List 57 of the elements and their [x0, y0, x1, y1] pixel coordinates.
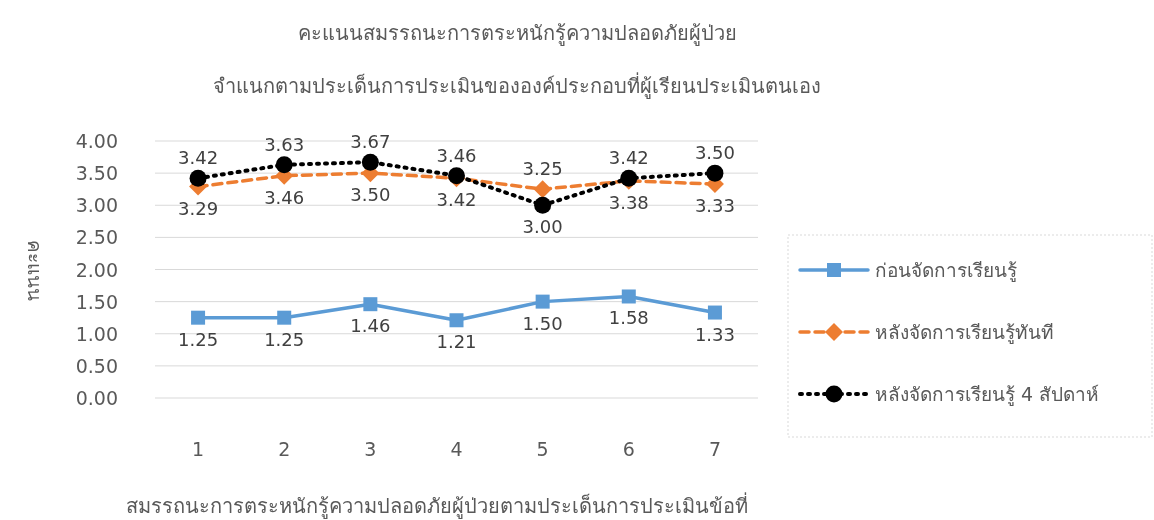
x-tick-label: 5 [536, 438, 549, 460]
legend-label: หลังจัดการเรียนรู้ทันที [875, 321, 1054, 344]
legend-label: ก่อนจัดการเรียนรู้ [875, 259, 1017, 282]
y-tick-label: 0.00 [75, 387, 118, 409]
point [707, 305, 722, 320]
chart-subtitle: จำแนกตามประเด็นการประเมินขององค์ประกอบที่ผู้เรียนประเมินตนเอง [213, 72, 821, 99]
data-label: 3.25 [522, 158, 563, 180]
data-label: 3.67 [350, 131, 391, 153]
data-label: 3.42 [436, 189, 477, 211]
point [277, 310, 292, 325]
x-tick-label: 1 [192, 438, 205, 460]
point [621, 289, 636, 304]
y-tick-label: 3.00 [75, 194, 118, 217]
point [535, 294, 550, 309]
point [534, 196, 552, 214]
data-label: 1.50 [522, 312, 563, 334]
point [706, 164, 724, 182]
y-tick-label: 4.00 [75, 130, 118, 152]
point [449, 313, 464, 328]
data-label: 3.46 [436, 144, 477, 166]
point [361, 153, 379, 171]
data-label: 3.38 [608, 191, 649, 213]
x-tick-label: 4 [450, 438, 463, 460]
x-tick-label: 7 [708, 438, 721, 460]
data-label: 3.50 [350, 184, 391, 206]
data-label: 1.46 [350, 315, 391, 337]
data-label: 1.25 [178, 328, 219, 350]
chart-title: คะแนนสมรรถนะการตระหนักรู้ความปลอดภัยผู้ป่วย [297, 21, 737, 46]
data-label: 1.21 [436, 331, 477, 353]
data-label: 3.50 [694, 142, 735, 164]
x-tick-label: 2 [278, 438, 291, 460]
data-label: 3.42 [608, 147, 649, 169]
x-tick-label: 3 [364, 438, 377, 460]
x-axis-title: สมรรถนะการตระหนักรู้ความปลอดภัยผู้ป่วยตามประเด็นการประเมินข้อที่ [126, 492, 748, 519]
point [533, 180, 552, 199]
y-tick-label: 2.50 [75, 226, 118, 249]
point [363, 297, 378, 312]
data-label: 1.33 [694, 323, 735, 345]
y-axis-title: คะแนน [24, 239, 46, 301]
data-label: 3.63 [264, 133, 305, 155]
y-tick-label: 2.00 [75, 258, 118, 281]
y-tick-label: 0.50 [75, 354, 118, 377]
y-tick-label: 1.00 [75, 322, 118, 345]
legend-label: หลังจัดการเรียนรู้ 4 สัปดาห์ [875, 383, 1100, 406]
data-label: 3.46 [264, 186, 305, 208]
data-label: 3.00 [522, 216, 563, 238]
data-label: 3.33 [694, 195, 735, 217]
data-label: 1.58 [608, 307, 649, 329]
x-tick-label: 6 [622, 438, 635, 460]
y-tick-label: 1.50 [75, 290, 118, 313]
point [191, 310, 206, 325]
y-tick-label: 3.50 [75, 162, 118, 185]
data-label: 3.42 [178, 147, 219, 169]
data-label: 1.25 [264, 328, 305, 350]
data-label: 3.29 [178, 197, 219, 219]
point [275, 156, 293, 174]
point [189, 169, 207, 187]
